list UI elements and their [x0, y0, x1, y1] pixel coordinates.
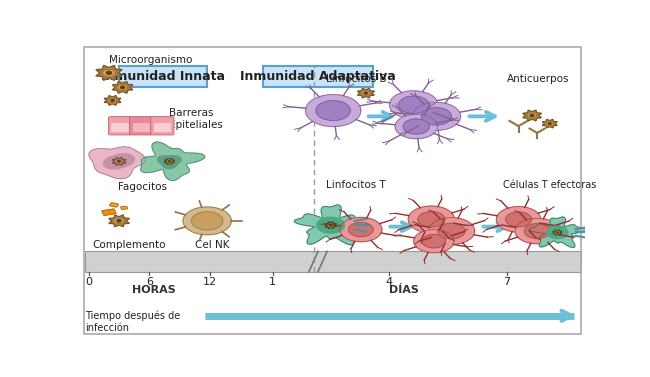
- Polygon shape: [523, 110, 541, 121]
- FancyBboxPatch shape: [263, 66, 373, 87]
- Polygon shape: [340, 218, 382, 242]
- Polygon shape: [167, 160, 172, 163]
- Text: DÍAS: DÍAS: [389, 285, 419, 295]
- Polygon shape: [546, 121, 553, 126]
- Polygon shape: [408, 206, 454, 233]
- Text: Fagocitos: Fagocitos: [118, 182, 166, 192]
- Polygon shape: [164, 159, 174, 164]
- Polygon shape: [168, 161, 170, 162]
- Text: 4: 4: [385, 277, 392, 287]
- Polygon shape: [325, 222, 336, 228]
- Bar: [154, 123, 171, 132]
- Polygon shape: [497, 207, 541, 232]
- Text: Cel NK: Cel NK: [194, 240, 229, 250]
- Bar: [112, 123, 129, 132]
- Polygon shape: [553, 230, 562, 235]
- Polygon shape: [403, 119, 430, 134]
- Text: Inmunidad Innata: Inmunidad Innata: [101, 70, 225, 83]
- Polygon shape: [438, 223, 465, 239]
- Text: 6: 6: [146, 277, 153, 287]
- Polygon shape: [192, 212, 223, 230]
- Polygon shape: [428, 218, 474, 244]
- Polygon shape: [158, 156, 181, 169]
- Polygon shape: [547, 226, 568, 239]
- FancyBboxPatch shape: [109, 116, 131, 135]
- Polygon shape: [418, 211, 445, 227]
- Polygon shape: [530, 115, 534, 116]
- Polygon shape: [120, 86, 125, 89]
- Polygon shape: [515, 218, 559, 244]
- Polygon shape: [414, 230, 454, 253]
- Polygon shape: [183, 207, 231, 235]
- Polygon shape: [395, 114, 437, 139]
- Polygon shape: [328, 224, 333, 227]
- Polygon shape: [118, 161, 120, 162]
- Text: 7: 7: [503, 277, 510, 287]
- Polygon shape: [117, 220, 121, 222]
- Polygon shape: [422, 234, 445, 248]
- Text: 12: 12: [203, 277, 216, 287]
- Polygon shape: [118, 84, 127, 90]
- Polygon shape: [528, 113, 537, 118]
- Polygon shape: [306, 95, 361, 127]
- Text: Células T efectoras: Células T efectoras: [503, 180, 597, 190]
- Text: 0: 0: [85, 277, 92, 287]
- Polygon shape: [348, 222, 373, 237]
- Polygon shape: [107, 71, 112, 74]
- Polygon shape: [112, 158, 126, 165]
- Polygon shape: [112, 81, 133, 93]
- Polygon shape: [362, 91, 370, 95]
- Polygon shape: [398, 96, 429, 113]
- Polygon shape: [104, 95, 121, 105]
- Polygon shape: [364, 92, 367, 94]
- Text: Microorganismo: Microorganismo: [109, 55, 192, 65]
- Polygon shape: [140, 142, 205, 181]
- FancyBboxPatch shape: [119, 66, 207, 87]
- Polygon shape: [389, 91, 438, 119]
- FancyBboxPatch shape: [129, 116, 153, 135]
- Text: Anticuerpos: Anticuerpos: [507, 74, 569, 84]
- Polygon shape: [109, 215, 129, 227]
- Polygon shape: [294, 205, 369, 245]
- Text: Inmunidad Adaptativa: Inmunidad Adaptativa: [240, 70, 396, 83]
- Polygon shape: [330, 225, 332, 226]
- FancyBboxPatch shape: [101, 209, 116, 216]
- Polygon shape: [111, 100, 114, 101]
- Polygon shape: [103, 69, 115, 77]
- FancyBboxPatch shape: [120, 206, 127, 210]
- Polygon shape: [116, 159, 122, 163]
- FancyBboxPatch shape: [109, 202, 118, 207]
- Text: Linfocitos B: Linfocitos B: [326, 74, 386, 84]
- Polygon shape: [103, 154, 135, 169]
- Polygon shape: [506, 212, 531, 227]
- Bar: [133, 123, 150, 132]
- Text: Complemento: Complemento: [92, 240, 166, 250]
- Polygon shape: [555, 231, 560, 234]
- Polygon shape: [412, 103, 461, 130]
- Polygon shape: [358, 88, 374, 98]
- Polygon shape: [556, 232, 558, 233]
- Text: HORAS: HORAS: [133, 285, 176, 295]
- Polygon shape: [96, 65, 122, 80]
- Text: Tiempo después de
infección: Tiempo después de infección: [85, 311, 181, 333]
- Polygon shape: [542, 120, 557, 128]
- Polygon shape: [530, 217, 586, 247]
- Text: 1: 1: [269, 277, 276, 287]
- FancyBboxPatch shape: [151, 116, 174, 135]
- Text: Barreras
Epiteliales: Barreras Epiteliales: [170, 109, 224, 130]
- Polygon shape: [316, 101, 350, 121]
- Polygon shape: [525, 224, 550, 238]
- Polygon shape: [421, 108, 451, 125]
- Polygon shape: [109, 98, 116, 103]
- Bar: [85, 251, 582, 272]
- Polygon shape: [317, 217, 345, 233]
- Polygon shape: [114, 218, 124, 224]
- Polygon shape: [549, 123, 551, 124]
- Polygon shape: [89, 147, 146, 179]
- Text: Linfocitos T: Linfocitos T: [326, 180, 385, 190]
